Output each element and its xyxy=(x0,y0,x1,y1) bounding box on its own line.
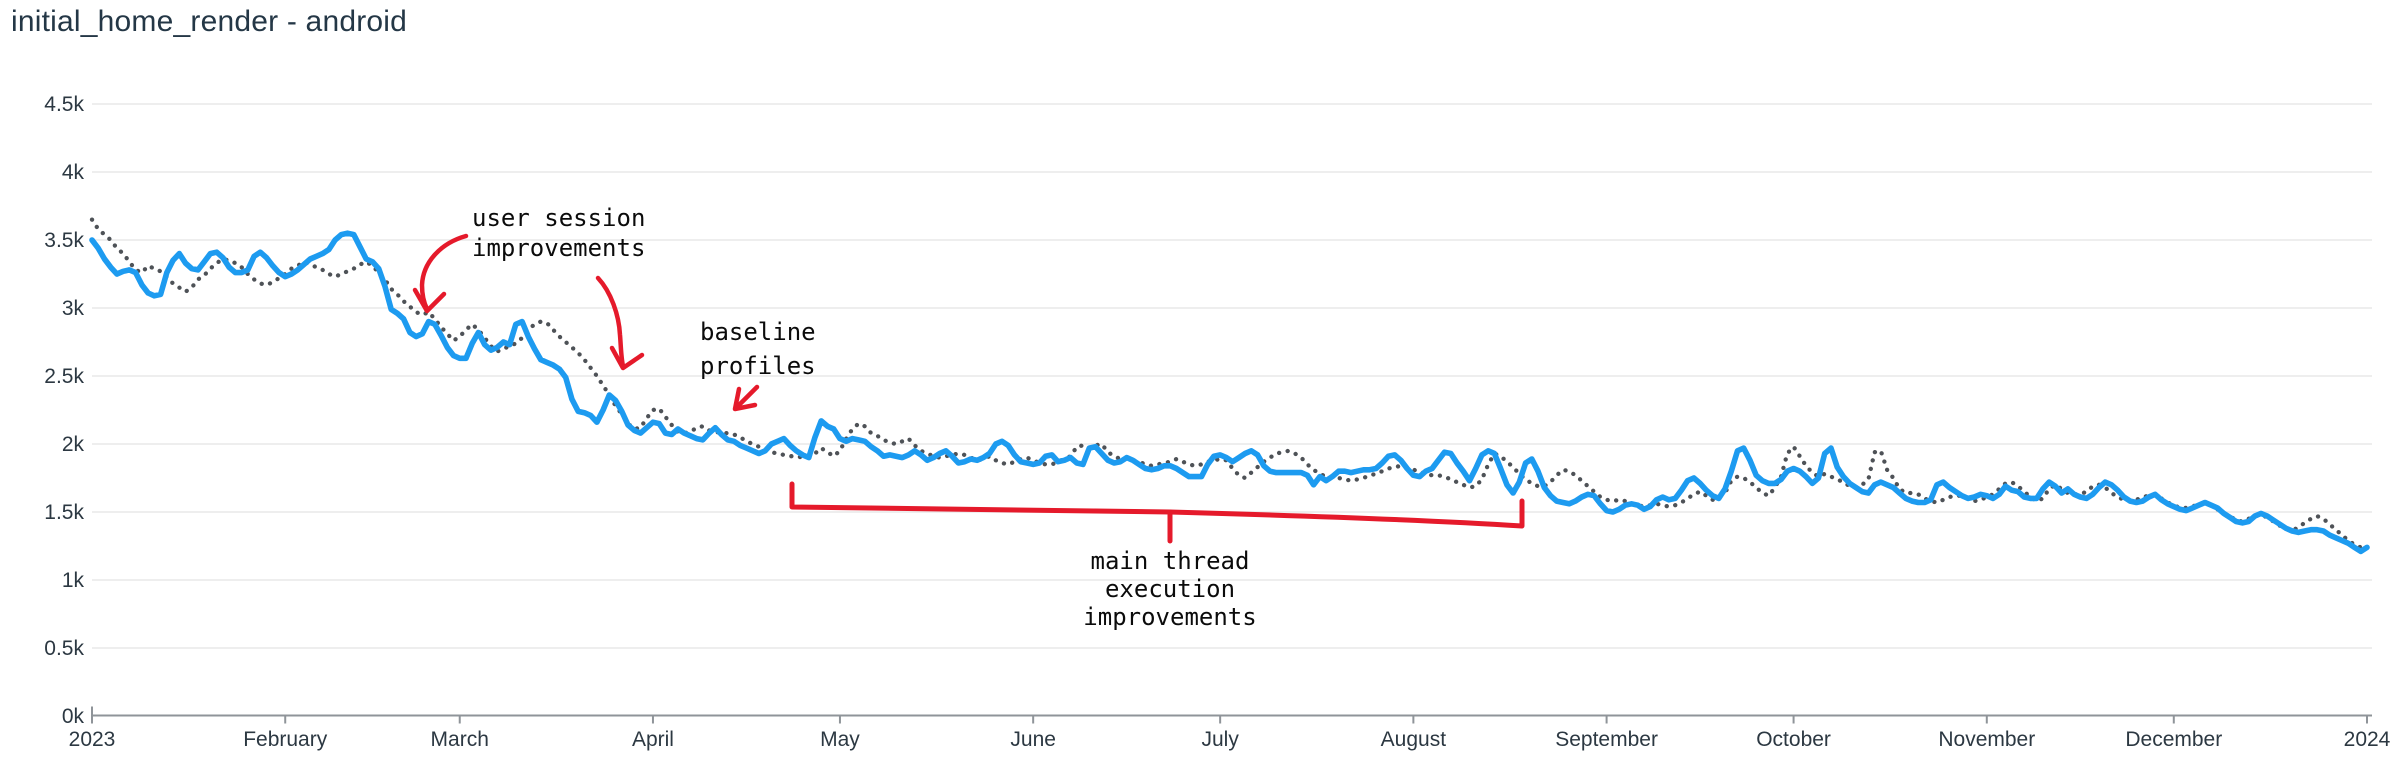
x-tick-label: October xyxy=(1756,728,1831,751)
y-tick-label: 0k xyxy=(62,705,85,728)
x-tick-label: September xyxy=(1555,728,1658,751)
main-thread-bracket xyxy=(789,481,1525,529)
chart-title: initial_home_render - android xyxy=(11,5,408,38)
y-tick-label: 3.5k xyxy=(44,229,84,252)
y-tick-label: 2.5k xyxy=(44,365,84,388)
x-tick-label: July xyxy=(1201,728,1239,751)
annotation-main-thread-line3: improvements xyxy=(1083,603,1256,631)
y-tick-label: 1k xyxy=(62,569,85,592)
y-tick-label: 3k xyxy=(62,297,85,320)
x-tick-label: April xyxy=(632,728,674,751)
y-axis-labels: 0k 0.5k 1k 1.5k 2k 2.5k 3k 3.5k 4k 4.5k xyxy=(44,93,84,728)
y-tick-label: 4k xyxy=(62,161,85,184)
annotation-user-session-line1: user session xyxy=(472,204,645,232)
y-tick-label: 4.5k xyxy=(44,93,84,116)
user-session-arrow-1-head xyxy=(412,287,447,314)
x-axis: 2023 February March April May June July August S… xyxy=(69,706,2391,751)
baseline-profiles-arrow xyxy=(733,384,760,411)
baseline-profiles-arrow-head xyxy=(732,386,758,412)
annotation-baseline-profiles-line1: baseline xyxy=(700,318,816,346)
x-tick-label: August xyxy=(1381,728,1447,751)
annotation-layer: user session improvements baseline profi… xyxy=(412,204,1525,631)
x-tick-label: December xyxy=(2125,728,2222,751)
x-tick-label: March xyxy=(431,728,489,751)
y-tick-label: 2k xyxy=(62,433,85,456)
user-session-arrow-2 xyxy=(595,275,626,369)
x-tick-label: November xyxy=(1938,728,2035,751)
x-tick-label: 2023 xyxy=(69,728,116,751)
x-tick-label: February xyxy=(243,728,328,751)
y-tick-label: 0.5k xyxy=(44,637,84,660)
annotation-main-thread-line1: main thread xyxy=(1091,547,1250,575)
x-tick-label: June xyxy=(1010,728,1056,751)
x-tick-label: May xyxy=(820,728,860,751)
annotation-user-session-line2: improvements xyxy=(472,234,645,262)
user-session-arrow-1 xyxy=(419,233,469,312)
series-lines xyxy=(89,217,2370,555)
y-tick-label: 1.5k xyxy=(44,501,84,524)
user-session-arrow-2-head xyxy=(609,345,645,371)
annotation-main-thread-line2: execution xyxy=(1105,575,1235,603)
series-solid-blue-line xyxy=(89,230,2370,555)
x-tick-label: 2024 xyxy=(2344,728,2391,751)
gridlines xyxy=(92,103,2372,649)
annotation-baseline-profiles-line2: profiles xyxy=(700,352,816,380)
